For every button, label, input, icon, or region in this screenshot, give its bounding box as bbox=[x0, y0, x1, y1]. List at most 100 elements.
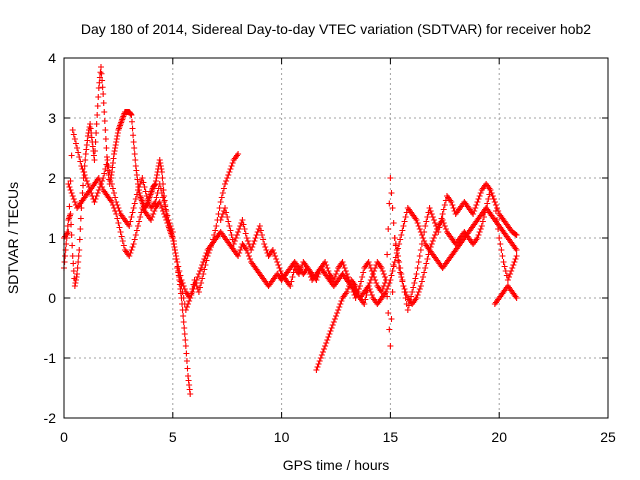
plus-marker bbox=[371, 274, 378, 280]
plus-marker bbox=[92, 196, 99, 202]
plus-marker bbox=[416, 226, 423, 232]
plus-marker bbox=[95, 85, 102, 91]
plus-marker bbox=[70, 131, 77, 138]
plus-marker bbox=[104, 157, 111, 163]
plus-marker bbox=[448, 199, 455, 205]
plus-marker bbox=[181, 331, 188, 337]
plus-marker bbox=[114, 215, 121, 222]
plus-marker bbox=[476, 193, 483, 199]
plus-marker bbox=[82, 175, 89, 181]
plus-marker bbox=[229, 160, 236, 166]
plus-marker bbox=[189, 289, 196, 295]
plus-marker bbox=[93, 193, 100, 199]
y-tick-label: 0 bbox=[48, 290, 56, 306]
plus-marker bbox=[160, 208, 167, 214]
plus-marker bbox=[369, 271, 376, 277]
plus-marker bbox=[69, 242, 76, 249]
plus-marker bbox=[184, 365, 191, 372]
plus-marker bbox=[427, 208, 434, 214]
plus-marker bbox=[132, 157, 139, 163]
plus-marker bbox=[414, 265, 421, 271]
plus-marker bbox=[491, 199, 498, 205]
plus-marker bbox=[174, 259, 181, 265]
plus-marker bbox=[149, 214, 156, 220]
plus-marker bbox=[254, 229, 261, 235]
y-axis-label: SDTVAR / TECUs bbox=[5, 182, 21, 294]
plus-marker bbox=[365, 283, 372, 289]
plus-marker bbox=[185, 301, 192, 307]
plus-marker bbox=[430, 217, 437, 223]
plus-marker bbox=[94, 190, 101, 196]
plus-marker bbox=[441, 223, 448, 229]
plus-marker bbox=[324, 265, 331, 271]
plus-marker bbox=[68, 190, 75, 196]
plus-marker bbox=[77, 158, 84, 165]
plus-marker bbox=[510, 262, 517, 268]
plus-marker bbox=[239, 217, 246, 223]
plus-marker bbox=[230, 241, 237, 247]
plus-marker bbox=[412, 275, 419, 282]
plus-marker bbox=[383, 277, 390, 283]
plus-marker bbox=[270, 250, 277, 256]
plus-marker bbox=[237, 223, 244, 229]
plus-marker bbox=[74, 271, 81, 277]
plus-marker bbox=[156, 181, 163, 187]
plus-marker bbox=[78, 163, 85, 169]
plus-marker bbox=[393, 250, 400, 256]
plus-marker bbox=[404, 307, 411, 313]
plus-marker bbox=[253, 232, 260, 238]
plus-marker bbox=[220, 185, 227, 192]
plus-marker bbox=[98, 70, 105, 77]
plus-marker bbox=[151, 208, 158, 214]
plus-marker bbox=[475, 232, 482, 238]
plus-marker bbox=[422, 223, 429, 229]
y-tick-label: 4 bbox=[48, 50, 56, 66]
plus-marker bbox=[425, 251, 432, 258]
plus-marker bbox=[477, 226, 484, 232]
plus-marker bbox=[224, 175, 231, 181]
plus-marker bbox=[410, 284, 417, 291]
plus-marker bbox=[502, 268, 509, 274]
plus-marker bbox=[415, 259, 422, 265]
plus-marker bbox=[222, 205, 229, 211]
plus-marker bbox=[134, 187, 141, 193]
plus-marker bbox=[365, 259, 372, 265]
plus-marker bbox=[389, 268, 396, 274]
plus-marker bbox=[389, 205, 396, 211]
plus-marker bbox=[183, 358, 190, 364]
plus-marker bbox=[217, 217, 224, 223]
x-tick-label: 5 bbox=[169, 429, 177, 445]
plus-marker bbox=[343, 289, 350, 295]
plus-marker bbox=[490, 196, 497, 202]
plus-marker bbox=[111, 205, 118, 211]
y-tick-label: 3 bbox=[48, 110, 56, 126]
plus-marker bbox=[68, 152, 75, 159]
plus-marker bbox=[418, 278, 425, 285]
plus-marker bbox=[484, 200, 491, 207]
plus-marker bbox=[133, 191, 140, 198]
plus-marker bbox=[218, 194, 225, 201]
plus-marker bbox=[235, 253, 242, 259]
plus-marker bbox=[381, 280, 388, 286]
plus-marker bbox=[128, 112, 135, 118]
plus-marker bbox=[225, 218, 232, 225]
plus-marker bbox=[242, 230, 249, 237]
plus-marker bbox=[99, 84, 106, 91]
plus-marker bbox=[273, 256, 280, 262]
plus-marker bbox=[143, 193, 150, 199]
plus-marker bbox=[495, 226, 502, 232]
plus-marker bbox=[84, 181, 91, 187]
plus-marker bbox=[226, 169, 233, 175]
plus-marker bbox=[217, 199, 224, 205]
plus-marker bbox=[511, 259, 518, 265]
plus-marker bbox=[227, 166, 234, 172]
plus-marker bbox=[109, 202, 116, 208]
plus-marker bbox=[482, 209, 489, 216]
plus-marker bbox=[76, 154, 83, 160]
plus-marker bbox=[127, 218, 134, 225]
plus-marker bbox=[219, 190, 226, 196]
plus-marker bbox=[338, 298, 345, 304]
plus-marker bbox=[224, 214, 231, 220]
plus-marker bbox=[343, 271, 350, 277]
plus-marker bbox=[181, 286, 188, 292]
